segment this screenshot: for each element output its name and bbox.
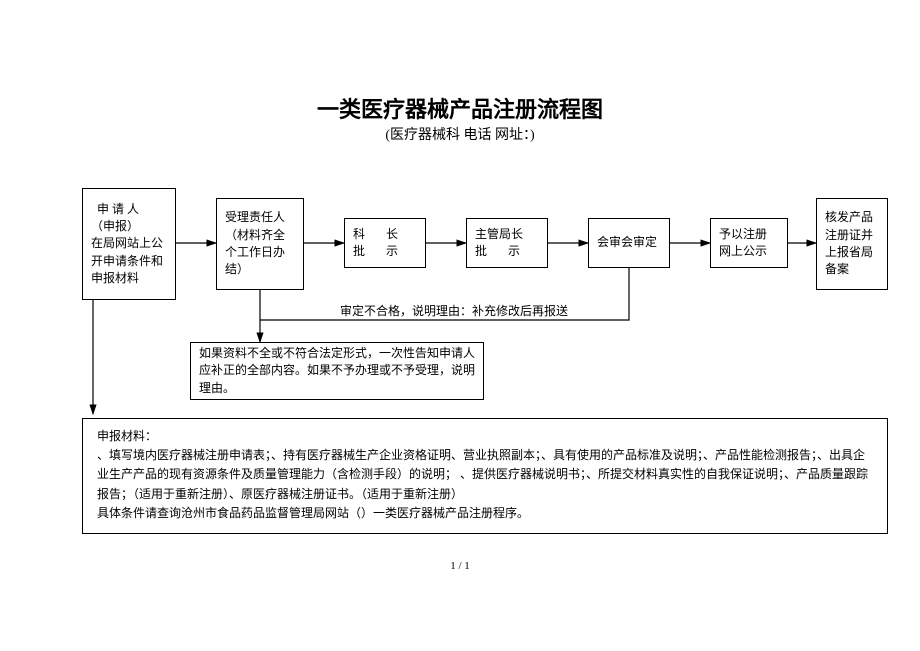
node-applicant: 申 请 人 （申报） 在局网站上公开申请条件和申报材料 — [82, 188, 176, 300]
node-acceptance: 受理责任人 （材料齐全个工作日办结） — [216, 198, 304, 290]
materials-line: 申报材料： — [97, 427, 157, 446]
node-incomplete-notice: 如果资料不全或不符合法定形式，一次性告知申请人应补正的全部内容。如果不予办理或不… — [190, 342, 484, 400]
node-register: 予以注册 网上公示 — [710, 218, 788, 268]
page-subtitle: (医疗器械科 电话 网址：) — [0, 124, 920, 144]
node-section-chief: 科 长 批 示 — [344, 218, 426, 268]
page-title: 一类医疗器械产品注册流程图 — [0, 92, 920, 124]
materials-box: 申报材料： 、填写境内医疗器械注册申请表；、持有医疗器械生产企业资格证明、营业执… — [82, 418, 888, 534]
page-footer: 1 / 1 — [0, 560, 920, 572]
node-issue-cert: 核发产品注册证并上报省局备案 — [816, 198, 888, 290]
node-director: 主管局长 批 示 — [466, 218, 548, 268]
feedback-label: 审定不合格，说明理由：补充修改后再报送 — [340, 302, 568, 320]
node-review: 会审会审定 — [588, 218, 670, 268]
materials-line: 、填写境内医疗器械注册申请表；、持有医疗器械生产企业资格证明、营业执照副本；、具… — [97, 446, 873, 504]
materials-line: 具体条件请查询沧州市食品药品监督管理局网站（）一类医疗器械产品注册程序。 — [97, 504, 529, 523]
